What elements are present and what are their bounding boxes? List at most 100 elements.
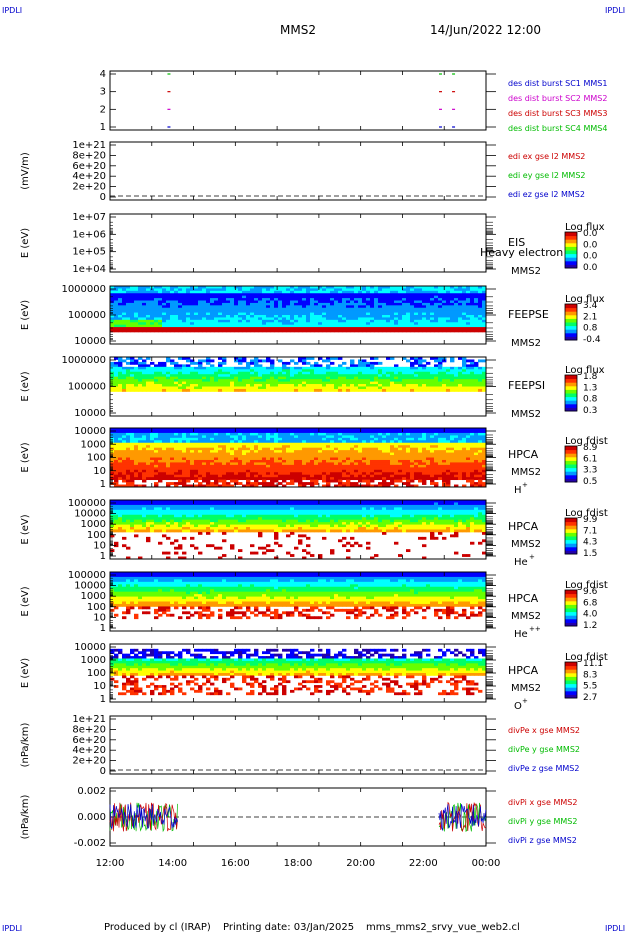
spectrogram-cell [278,457,283,461]
spectrogram-cell [186,472,191,476]
spectrogram-cell [158,432,163,436]
spectrogram-cell [174,374,179,378]
spectrogram-cell [186,450,191,453]
spectrogram-cell [298,455,303,458]
spectrogram-cell [234,302,239,306]
spectrogram-cell [150,295,155,299]
spectrogram-cell [198,322,203,326]
spectrogram-cell [222,302,227,306]
y-tick-label: 1e+07 [72,212,106,223]
spectrogram-cell [170,435,175,439]
spectrogram-cell [382,484,387,488]
spectrogram-cell [302,384,307,387]
spectrogram-cell [382,435,387,439]
spectrogram-cell [146,472,151,476]
spectrogram-cell [386,317,391,321]
spectrogram-cell [214,457,219,461]
spectrogram-cell [414,310,419,313]
spectrogram-cell [378,371,383,375]
spectrogram-cell [342,293,347,297]
spectrogram-cell [402,482,407,485]
spectrogram-cell [218,305,223,309]
spectrogram-cell [122,317,127,321]
spectrogram-cell [358,298,363,301]
spectrogram-cell [162,430,167,434]
spectrogram-cell [222,437,227,441]
spectrogram-cell [198,477,203,481]
spectrogram-cell [234,388,239,392]
spectrogram-cell [146,319,151,323]
spectrogram-cell [114,286,119,289]
spectrogram-cell [386,469,391,473]
spectrogram-cell [330,462,335,466]
spectrogram-cell [454,384,459,387]
spectrogram-cell [314,315,319,318]
spectrogram-cell [314,379,319,382]
spectrogram-cell [330,322,335,326]
spectrogram-cell [414,290,419,294]
spectrogram-cell [254,300,259,304]
spectrogram-cell [346,462,351,466]
instrument-subtitle: MMS2 [511,266,541,277]
spectrogram-cell [398,467,403,471]
spectrogram-cell [230,327,235,330]
spectrogram-cell [278,477,283,481]
spectrogram-cell [178,477,183,481]
spectrogram-cell [418,288,423,292]
spectrogram-cell [210,467,215,471]
spectrogram-cell [330,455,335,458]
spectrogram-cell [270,484,275,488]
spectrogram-cell [298,435,303,439]
spectrogram-cell [118,379,123,382]
spectrogram-cell [350,327,355,330]
spectrogram-cell [342,300,347,304]
spectrogram-cell [450,319,455,323]
spectrogram-cell [170,445,175,449]
spectrogram-cell [394,462,399,466]
spectrogram-cell [318,369,323,373]
spectrogram-cell [298,447,303,451]
spectrogram-cell [266,305,271,309]
spectrogram-cell [182,484,187,488]
spectrogram-cell [314,482,319,485]
spectrogram-cell [386,472,391,476]
spectrogram-cell [246,472,251,476]
spectrogram-cell [214,435,219,439]
spectrogram-cell [330,361,335,365]
spectrogram-cell [286,472,291,476]
spectrogram-cell [126,298,131,301]
spectrogram-cell [110,327,115,330]
spectrogram-cell [322,310,327,313]
spectrogram-cell [402,437,407,441]
spectrogram-cell [206,381,211,385]
spectrogram-cell [382,467,387,471]
spectrogram-cell [178,298,183,301]
spectrogram-cell [242,319,247,323]
spectrogram-cell [302,386,307,390]
spectrogram-cell [142,467,147,471]
spectrogram-cell [274,384,279,387]
spectrogram-cell [206,388,211,392]
spectrogram-cell [174,472,179,476]
spectrogram-cell [390,452,395,456]
spectrogram-cell [194,455,199,458]
spectrogram-cell [210,310,215,313]
spectrogram-cell [246,384,251,387]
spectrogram-cell [378,300,383,304]
spectrogram-cell [270,459,275,463]
spectrogram-cell [142,376,147,380]
spectrogram-cell [226,386,231,390]
spectrogram-cell [274,469,279,473]
spectrogram-cell [278,322,283,326]
spectrogram-cell [206,329,211,333]
spectrogram-cell [194,315,199,318]
spectrogram-cell [302,359,307,363]
spectrogram-cell [266,322,271,326]
spectrogram-cell [378,307,383,311]
spectrogram-cell [394,310,399,313]
spectrogram-cell [402,295,407,299]
spectrogram-cell [378,440,383,444]
spectrogram-cell [310,442,315,446]
spectrogram-cell [282,290,287,294]
spectrogram-cell [414,327,419,330]
